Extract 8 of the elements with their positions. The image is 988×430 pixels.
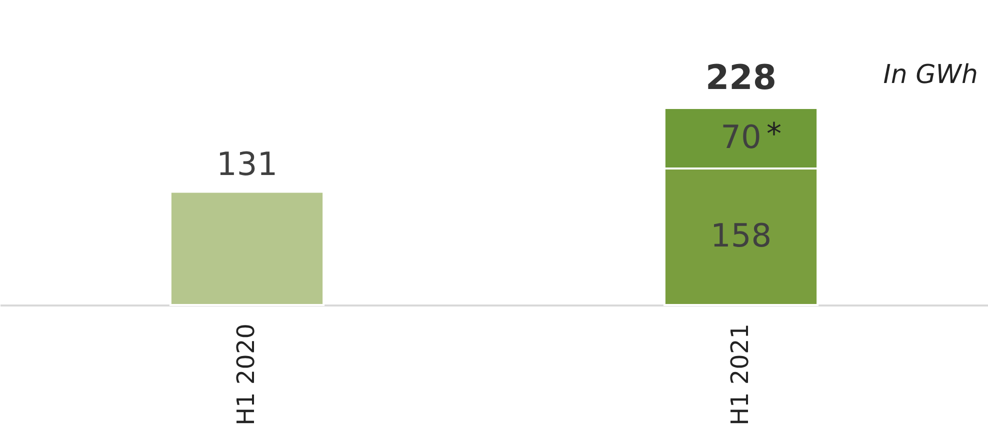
total-label: 228: [706, 58, 776, 98]
text: In GWh: [883, 60, 978, 90]
x-tick-label: H1 2020: [232, 324, 260, 426]
data-label: 131: [216, 144, 278, 183]
data-label: 70: [720, 118, 762, 156]
data-label: 158: [710, 216, 772, 255]
annotation: *: [766, 117, 782, 152]
x-tick-label: H1 2021: [726, 324, 754, 426]
